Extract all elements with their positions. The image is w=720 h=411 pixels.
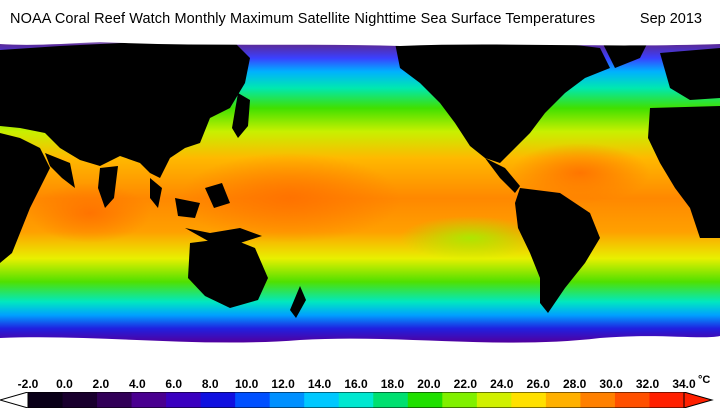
legend-tick-label: 28.0 [562, 377, 587, 391]
legend-unit: °C [698, 374, 711, 386]
legend-tick-label: 22.0 [453, 377, 478, 391]
colorbar-low-arrow [0, 392, 29, 408]
legend-tick-label: 20.0 [417, 377, 441, 391]
west-pacific-warm-pool [180, 153, 400, 243]
colorbar-cell [235, 392, 271, 408]
colorbar-cell [62, 392, 98, 408]
legend-tick-label: 26.0 [526, 377, 550, 391]
map-date: Sep 2013 [639, 11, 702, 27]
colorbar-cells [27, 392, 685, 408]
legend-tick-label: 14.0 [307, 377, 332, 391]
legend-tick-label: 30.0 [599, 377, 623, 391]
legend-tick-label: 16.0 [344, 377, 368, 391]
colorbar-cell [373, 392, 409, 408]
colorbar-cell [166, 392, 202, 408]
africa-land [0, 133, 50, 263]
arabia-india-land [45, 153, 118, 208]
colorbar-cell [97, 392, 133, 408]
colorbar-cell [407, 392, 443, 408]
legend-tick-label: 0.0 [56, 377, 73, 391]
colorbar-cell [580, 392, 616, 408]
legend-tick-label: 18.0 [380, 377, 405, 391]
south-sea-ice [0, 336, 720, 372]
north-america-land [395, 38, 610, 163]
australia-land [188, 238, 268, 308]
colorbar-cell [649, 392, 685, 408]
colorbar-cell [304, 392, 340, 408]
colorbar-cell [131, 392, 167, 408]
legend-tick-label: 34.0 [672, 377, 696, 391]
colorbar-cell [511, 392, 547, 408]
colorbar-cell [200, 392, 236, 408]
greenland-land [600, 38, 650, 68]
colorbar-cell [269, 392, 305, 408]
legend-tick-label: 10.0 [234, 377, 259, 391]
east-pacific-cold-tongue [400, 216, 540, 260]
southeast-asia-land [150, 178, 230, 218]
sea-ice [0, 38, 720, 372]
europe-asia-land [0, 38, 250, 178]
japan-land [232, 93, 250, 138]
africa-west-land [648, 106, 720, 238]
colorbar [0, 392, 714, 408]
new-zealand-land [290, 286, 306, 318]
colorbar-cell [545, 392, 581, 408]
legend-tick-label: 24.0 [490, 377, 514, 391]
europe-west-land [660, 48, 720, 100]
title-bar: NOAA Coral Reef Watch Monthly Maximum Sa… [0, 0, 720, 38]
central-america-land [485, 158, 520, 193]
legend-tick-label: -2.0 [17, 377, 39, 391]
colorbar-cell [442, 392, 478, 408]
south-america-land [515, 188, 600, 313]
north-sea-ice [0, 38, 720, 46]
legend-tick-label: 32.0 [635, 377, 660, 391]
sst-map [0, 38, 720, 372]
atlantic-warm [510, 143, 650, 203]
legend-tick-label: 2.0 [92, 377, 110, 391]
legend-tick-label: 8.0 [201, 377, 219, 391]
map-title: NOAA Coral Reef Watch Monthly Maximum Sa… [10, 11, 596, 27]
legend: -2.0 0.0 2.0 4.0 6.0 8.0 10.0 12.0 14.0 16.0 18.0 2… [0, 372, 720, 411]
legend-tick-label: 12.0 [271, 377, 295, 391]
colorbar-cell [476, 392, 512, 408]
indonesia-newguinea-land [185, 228, 262, 243]
colorbar-cell [614, 392, 650, 408]
indian-ocean-warm [30, 183, 150, 243]
legend-tick-label: 6.0 [165, 377, 183, 391]
colorbar-high-arrow [683, 392, 714, 408]
colorbar-cell [28, 392, 64, 408]
legend-tick-label: 4.0 [128, 377, 146, 391]
colorbar-cell [338, 392, 374, 408]
